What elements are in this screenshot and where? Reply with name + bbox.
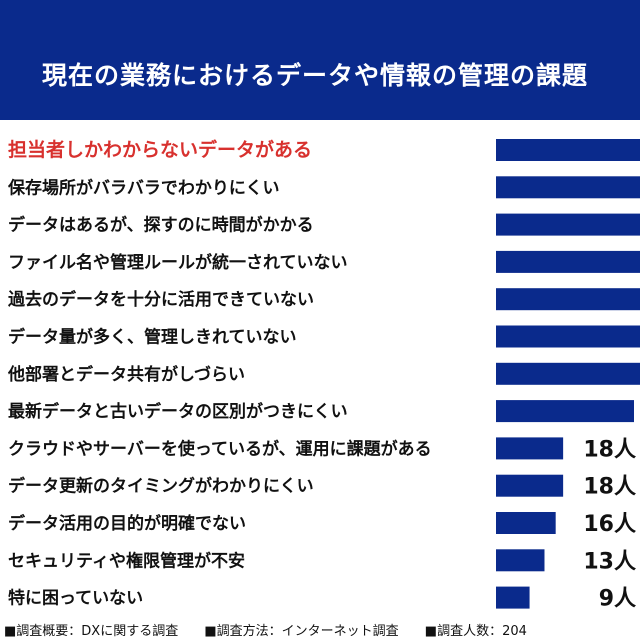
category-label-10: データ活用の目的が明確でない bbox=[8, 513, 246, 534]
footer-survey-method: ■調査方法：インターネット調査 bbox=[204, 624, 399, 639]
bar-9 bbox=[496, 474, 564, 497]
category-label-6: 他部署とデータ共有がしづらい bbox=[7, 364, 245, 385]
category-label-4: 過去のデータを十分に活用できていない bbox=[8, 289, 314, 310]
category-label-0: 担当者しかわからないデータがある bbox=[8, 138, 312, 161]
value-label-12: 9人 bbox=[599, 587, 636, 612]
category-label-2: データはあるが、探すのに時間がかかる bbox=[8, 215, 314, 236]
category-label-9: データ更新のタイミングがわかりにくい bbox=[8, 476, 314, 497]
bar-12 bbox=[496, 586, 530, 609]
bar-2 bbox=[496, 213, 640, 236]
bar-0 bbox=[496, 139, 640, 161]
bar-5 bbox=[496, 325, 640, 348]
bar-chart: 担当者しかわからないデータがある保存場所がバラバラでわかりにくいデータはあるが、… bbox=[7, 138, 640, 612]
bar-7 bbox=[496, 400, 634, 423]
category-label-12: 特に困っていない bbox=[8, 588, 143, 609]
category-label-11: セキュリティや権限管理が不安 bbox=[8, 550, 245, 571]
category-label-3: ファイル名や管理ルールが統一されていない bbox=[8, 252, 348, 273]
category-label-1: 保存場所がバラバラでわかりにくい bbox=[7, 177, 280, 198]
bar-11 bbox=[496, 549, 545, 572]
category-label-7: 最新データと古いデータの区別がつきにくい bbox=[8, 401, 348, 422]
bar-4 bbox=[496, 288, 640, 311]
bar-8 bbox=[496, 437, 564, 460]
category-label-5: データ量が多く、管理しきれていない bbox=[8, 327, 297, 348]
value-label-9: 18人 bbox=[583, 475, 636, 500]
category-label-8: クラウドやサーバーを使っているが、運用に課題がある bbox=[8, 438, 432, 459]
footer-survey-overview: ■調査概要：DXに関する調査 bbox=[4, 624, 179, 639]
value-label-11: 13人 bbox=[583, 549, 636, 574]
footer-survey-count: ■調査人数：204 bbox=[424, 624, 527, 639]
bar-1 bbox=[496, 176, 640, 199]
value-label-10: 16人 bbox=[583, 512, 636, 537]
value-label-8: 18人 bbox=[583, 437, 636, 462]
bar-10 bbox=[496, 512, 556, 534]
bar-3 bbox=[496, 250, 640, 273]
header-banner: 現在の業務におけるデータや情報の管理の課題 bbox=[0, 0, 640, 120]
survey-footer: ■調査概要：DXに関する調査 ■調査方法：インターネット調査 ■調査人数：204 bbox=[4, 620, 640, 640]
chart-title: 現在の業務におけるデータや情報の管理の課題 bbox=[42, 61, 589, 90]
bar-6 bbox=[496, 362, 640, 385]
